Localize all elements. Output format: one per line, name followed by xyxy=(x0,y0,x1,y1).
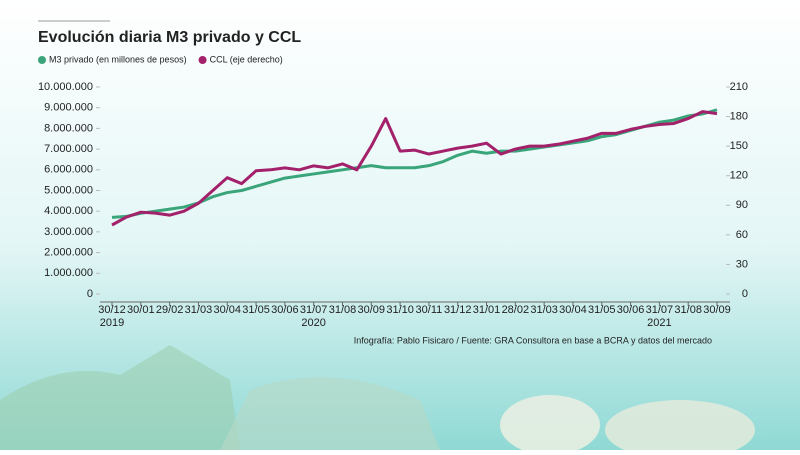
x-tick-label: 30/09 xyxy=(703,304,731,316)
x-year-label: 2019 xyxy=(100,317,124,329)
x-tick-label: 30/09 xyxy=(358,304,386,316)
x-tick-label: 31/03 xyxy=(530,304,558,316)
y2-tick-label: 180 xyxy=(730,110,748,122)
x-tick-label: 31/08 xyxy=(329,304,357,316)
y2-tick-label: 90 xyxy=(736,199,748,211)
y-tick-label: 7.000.000 xyxy=(44,143,93,155)
x-tick-label: 29/02 xyxy=(156,304,184,316)
x-tick-label: 28/02 xyxy=(502,304,530,316)
x-tick-label: 30/06 xyxy=(271,304,299,316)
x-tick-label: 31/07 xyxy=(646,304,674,316)
x-tick-label: 31/10 xyxy=(386,304,414,316)
decoration xyxy=(220,377,440,450)
y-tick-label: 2.000.000 xyxy=(44,247,93,259)
x-tick-label: 31/12 xyxy=(444,304,472,316)
x-tick-label: 31/05 xyxy=(588,304,616,316)
x-tick-label: 31/05 xyxy=(242,304,270,316)
legend-label: CCL (eje derecho) xyxy=(210,54,283,64)
x-tick-label: 30/04 xyxy=(213,304,241,316)
decoration xyxy=(605,400,755,455)
y2-tick-label: 30 xyxy=(736,258,748,270)
x-year-label: 2020 xyxy=(301,317,325,329)
x-tick-label: 30/04 xyxy=(559,304,587,316)
x-tick-label: 30/01 xyxy=(127,304,155,316)
y2-tick-label: 0 xyxy=(742,288,748,300)
y-tick-label: 8.000.000 xyxy=(44,122,93,134)
x-tick-label: 31/01 xyxy=(473,304,501,316)
y2-tick-label: 150 xyxy=(730,140,748,152)
y-tick-label: 3.000.000 xyxy=(44,226,93,238)
chart-title: Evolución diaria M3 privado y CCL xyxy=(38,29,301,46)
x-tick-label: 30/11 xyxy=(416,304,443,316)
y-tick-label: 0 xyxy=(87,288,93,300)
y-tick-label: 10.000.000 xyxy=(38,81,93,93)
legend-marker xyxy=(198,56,207,64)
y2-tick-label: 120 xyxy=(730,170,748,182)
x-tick-label: 31/08 xyxy=(674,304,702,316)
legend-label: M3 privado (en millones de pesos) xyxy=(49,54,187,64)
decoration xyxy=(0,345,240,450)
y-tick-label: 6.000.000 xyxy=(44,164,93,176)
y-tick-label: 5.000.000 xyxy=(44,184,93,196)
x-tick-label: 31/07 xyxy=(300,304,328,316)
x-tick-label: 30/12 xyxy=(98,304,126,316)
x-tick-label: 31/03 xyxy=(185,304,213,316)
series-line xyxy=(111,110,718,227)
source: Infografía: Pablo Fisicaro / Fuente: GRA… xyxy=(354,335,712,345)
legend-marker xyxy=(38,56,46,64)
x-tick-label: 30/06 xyxy=(617,304,645,316)
y-tick-label: 1.000.000 xyxy=(44,267,93,279)
x-year-label: 2021 xyxy=(647,317,671,329)
decoration xyxy=(500,395,600,455)
y2-tick-label: 210 xyxy=(730,81,748,93)
y-tick-label: 9.000.000 xyxy=(44,102,93,114)
y-tick-label: 4.000.000 xyxy=(44,205,93,217)
y2-tick-label: 60 xyxy=(736,229,748,241)
